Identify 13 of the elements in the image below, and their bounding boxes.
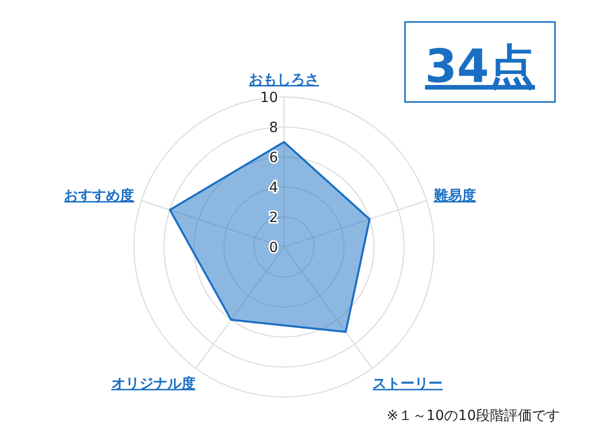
spoke-label: オリジナル度 xyxy=(111,374,196,392)
spoke-label: おすすめ度 xyxy=(64,187,134,204)
y-tick-label: 2 xyxy=(269,210,278,226)
y-tick-label: 10 xyxy=(260,90,278,106)
y-tick-label: 0 xyxy=(269,240,278,256)
spoke-label: ストーリー xyxy=(372,376,443,392)
spoke-label: おもしろさ xyxy=(249,72,319,88)
y-tick-label: 6 xyxy=(269,150,278,166)
text: 34点 xyxy=(424,39,536,93)
text: ※１～10の10段階評価です xyxy=(386,408,560,424)
y-tick-label: 4 xyxy=(269,180,278,196)
y-tick-label: 8 xyxy=(269,120,278,136)
spoke-label: 難易度 xyxy=(432,187,476,204)
